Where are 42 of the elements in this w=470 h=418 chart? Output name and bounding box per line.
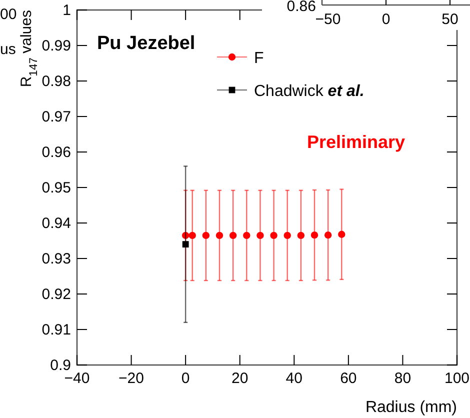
point	[256, 232, 264, 240]
point	[182, 232, 190, 240]
point	[297, 232, 305, 240]
x-tick-label: −20	[118, 370, 144, 387]
point	[338, 230, 346, 238]
text: us	[0, 41, 16, 58]
x-tick-label: 20	[232, 370, 248, 387]
x-tick-label: 40	[286, 370, 302, 387]
point	[182, 241, 189, 248]
point	[202, 232, 210, 240]
point	[188, 232, 196, 240]
x-tick-label: 60	[340, 370, 357, 387]
x-axis-title: Radius (mm)	[365, 399, 457, 416]
annotation: 0	[382, 11, 390, 28]
legend-label: F	[254, 50, 264, 67]
point	[310, 231, 318, 239]
x-tick-label: 100	[444, 370, 470, 387]
y-tick-label: 0.99	[42, 38, 71, 54]
x-tick-label: 0	[181, 370, 190, 387]
y-tick-label: 0.95	[42, 180, 71, 196]
point	[324, 231, 332, 239]
y-tick-label: 0.98	[42, 73, 71, 90]
point	[284, 232, 291, 240]
point	[270, 232, 278, 240]
point	[229, 232, 237, 240]
point	[243, 232, 250, 240]
point	[216, 232, 224, 240]
annotation: −50	[315, 11, 341, 28]
legend-label: Chadwick et al.	[254, 83, 364, 100]
annotation: Preliminary	[306, 132, 405, 152]
y-tick-label: 0.92	[42, 286, 71, 303]
annotation: 50	[442, 11, 458, 28]
y-tick-label: 1	[62, 2, 71, 19]
y-tick-label: 0.96	[42, 144, 71, 161]
x-tick-label: 80	[394, 370, 412, 387]
y-tick-label: 0.93	[42, 250, 71, 268]
y-tick-label: 0.94	[42, 215, 71, 232]
annotation: 0.86	[286, 0, 316, 15]
annotation: Pu Jezebel	[97, 33, 196, 54]
text: 00	[0, 6, 17, 23]
y-tick-label: 0.91	[42, 322, 71, 338]
y-tick-label: 0.97	[42, 108, 71, 126]
